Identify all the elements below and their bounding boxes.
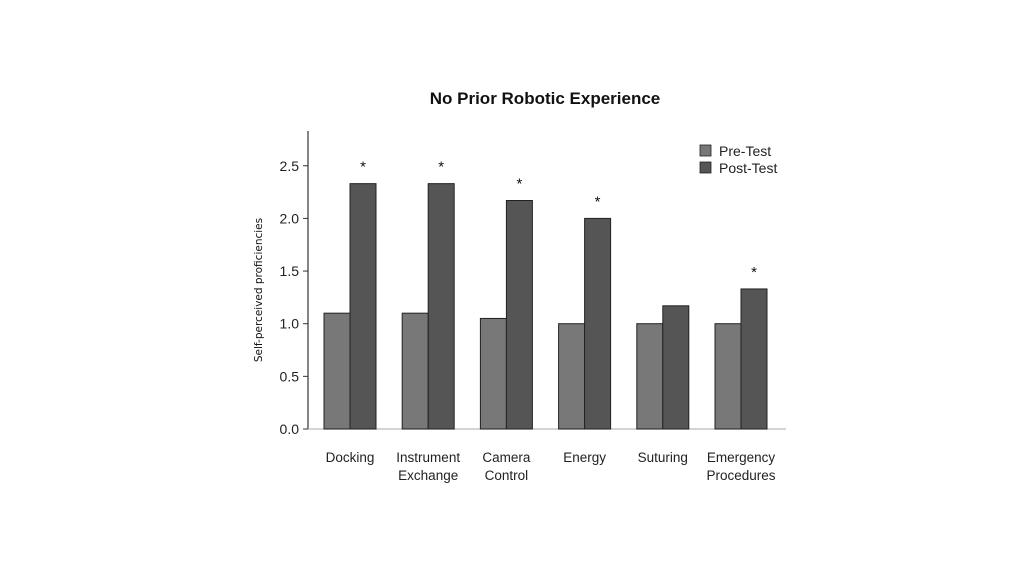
x-category-label: Emergency	[707, 450, 776, 465]
significance-marker: *	[438, 159, 444, 176]
x-category-label: Control	[485, 468, 529, 483]
y-axis-label: Self-perceived proficiencies	[253, 218, 265, 362]
x-category-label: Energy	[563, 450, 606, 465]
y-tick-label: 0.0	[280, 421, 300, 437]
significance-marker: *	[516, 175, 522, 192]
bar-post-test	[505, 199, 533, 430]
x-category-label: Suturing	[638, 450, 688, 465]
bar-pre-test	[401, 312, 429, 430]
y-tick-label: 1.5	[280, 263, 300, 279]
bar-post-test	[584, 217, 612, 430]
bar-post-test	[427, 183, 455, 430]
y-tick-label: 2.0	[280, 210, 300, 226]
chart-title: No Prior Robotic Experience	[430, 89, 661, 108]
x-category-label: Docking	[326, 450, 375, 465]
y-tick-label: 2.5	[280, 158, 300, 174]
bar-post-test	[349, 183, 377, 430]
x-category-label: Procedures	[706, 468, 775, 483]
bar-pre-test	[323, 312, 351, 430]
significance-marker: *	[595, 193, 601, 210]
y-tick-label: 0.5	[280, 368, 300, 384]
legend-swatch	[699, 161, 712, 174]
significance-marker: *	[751, 264, 757, 281]
bar-pre-test	[714, 323, 742, 430]
legend-label: Post-Test	[719, 160, 777, 176]
bar-post-test	[662, 305, 690, 430]
x-category-label: Exchange	[398, 468, 458, 483]
legend-label: Pre-Test	[719, 143, 771, 159]
plot-area: 0.0 0.5 1.0 1.5 2.0 2.5 * Docking * Instrument Exc…	[280, 131, 786, 483]
bar-pre-test	[558, 323, 586, 430]
bar-pre-test	[479, 317, 507, 430]
bar-pre-test	[636, 323, 664, 430]
legend-swatch	[699, 144, 712, 157]
x-category-label: Camera	[482, 450, 531, 465]
bar-post-test	[740, 288, 768, 430]
significance-marker: *	[360, 159, 366, 176]
y-tick-label: 1.0	[280, 316, 300, 332]
x-category-label: Instrument	[396, 450, 460, 465]
